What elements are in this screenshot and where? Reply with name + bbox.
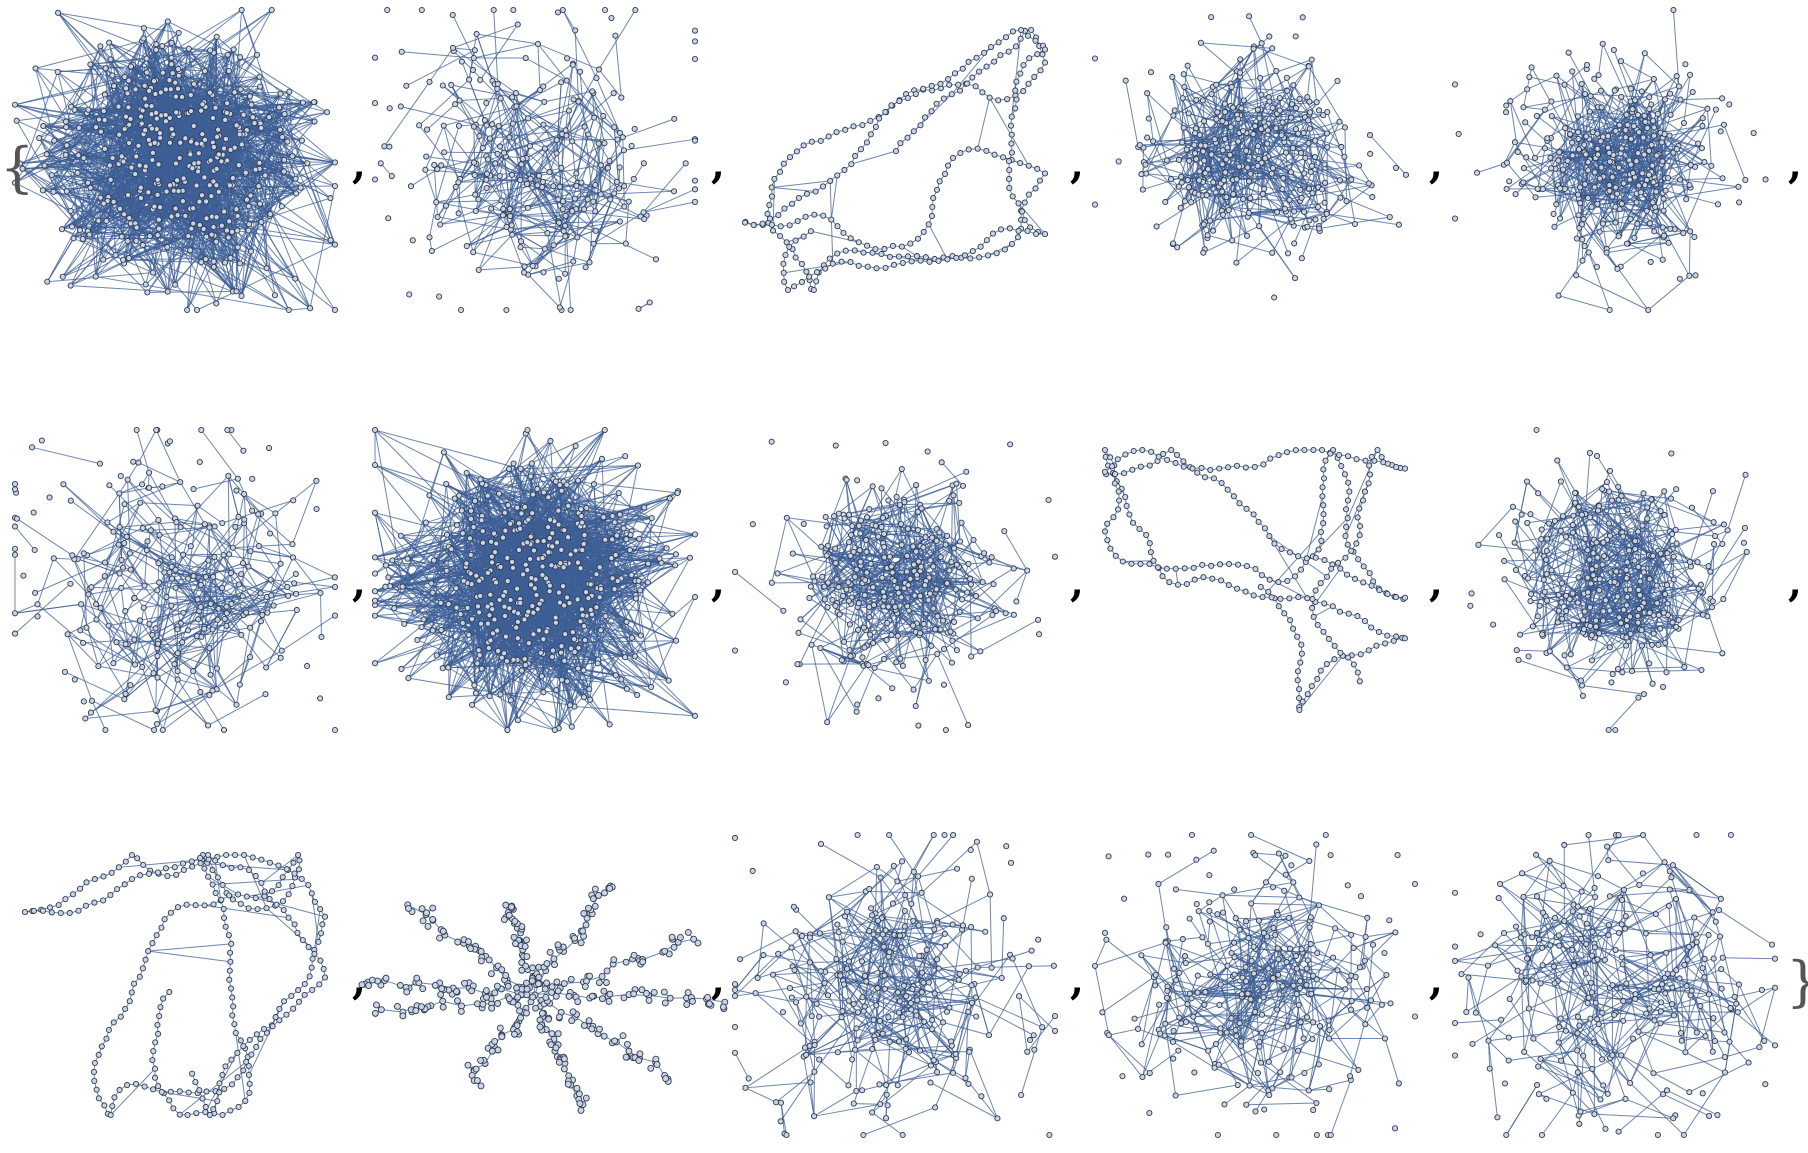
graph-tree-r3c2 bbox=[358, 882, 729, 1114]
graph-sparse-cloud-r3c4 bbox=[1091, 831, 1419, 1139]
separator-comma: , bbox=[1070, 957, 1084, 1004]
graph-medium-cloud-r1c5 bbox=[1451, 6, 1769, 314]
open-brace: { bbox=[0, 136, 34, 199]
separator-comma: , bbox=[1070, 559, 1084, 606]
separator-comma: , bbox=[1070, 141, 1084, 188]
graph-loopy-ring-r2c4 bbox=[1101, 446, 1409, 714]
separator-comma: , bbox=[1788, 559, 1802, 606]
graph-sparse-cloud-r3c3 bbox=[731, 831, 1059, 1139]
separator-comma: , bbox=[352, 957, 366, 1004]
graph-medium-cloud-r1c4 bbox=[1091, 13, 1410, 301]
separator-comma: , bbox=[711, 141, 725, 188]
separator-comma: , bbox=[711, 559, 725, 606]
graph-loopy-ring-r3c1 bbox=[21, 851, 329, 1119]
close-brace: } bbox=[1786, 950, 1808, 1013]
graph-medium-cloud-r2c5 bbox=[1467, 426, 1750, 734]
separator-comma: , bbox=[711, 957, 725, 1004]
separator-comma: , bbox=[352, 559, 366, 606]
graph-sparse-cloud-r3c5 bbox=[1451, 831, 1779, 1139]
separator-comma: , bbox=[1429, 957, 1443, 1004]
graphs-layer bbox=[11, 6, 1779, 1139]
graph-dense-cloud-r2c2 bbox=[371, 426, 699, 734]
separator-comma: , bbox=[1788, 141, 1802, 188]
separator-comma: , bbox=[352, 141, 366, 188]
graph-sparse-cloud-r2c1 bbox=[11, 426, 339, 734]
separator-comma: , bbox=[1429, 559, 1443, 606]
separator-comma: , bbox=[1429, 141, 1443, 188]
graph-medium-cloud-r2c3 bbox=[731, 438, 1059, 734]
punctuation-layer: { } , , , , , , , , , , , , , , bbox=[0, 136, 1808, 1013]
graph-dense-cloud-r1c1 bbox=[11, 6, 339, 314]
graph-sparse-cloud-r1c2 bbox=[371, 6, 699, 314]
graph-loopy-ring-r1c3 bbox=[741, 26, 1049, 294]
